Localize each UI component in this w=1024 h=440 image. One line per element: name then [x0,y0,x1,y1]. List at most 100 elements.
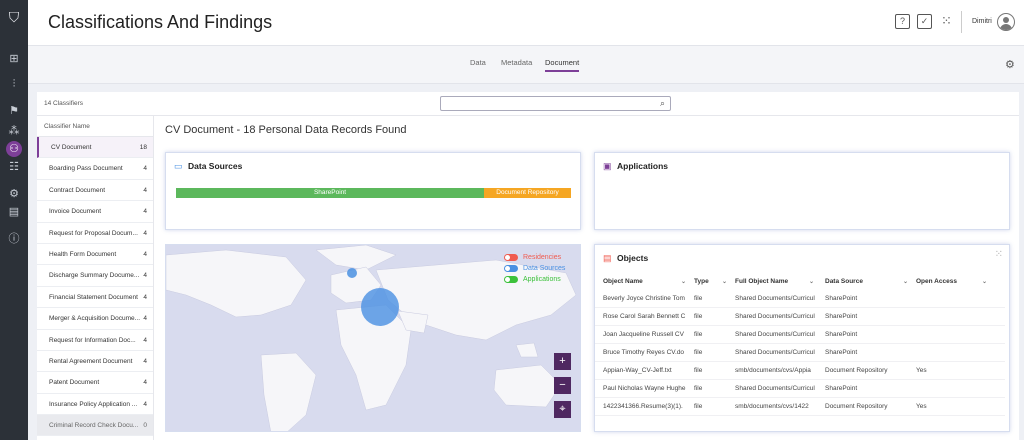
chevron-down-icon[interactable]: ⌄ [903,279,909,285]
chevron-down-icon[interactable]: ⌄ [722,279,728,285]
table-row[interactable]: 1422341366.Resume(3)(1). file smb/document… [595,398,1005,416]
main-panel: 14 Classifiers ⌕ Classifier Name CV Docu… [37,92,1019,440]
dashboard-icon[interactable]: ⊞ [9,53,19,65]
shield-logo-icon[interactable]: ⛉ [8,9,20,25]
table-cell: Document Repository [825,403,888,410]
toggle-icon[interactable] [504,275,518,283]
classifier-item[interactable]: Boarding Pass Document 4 [37,158,153,180]
table-cell: Shared Documents/Curricul [735,313,815,320]
user-name[interactable]: Dimitri [972,18,992,25]
classifier-item-count: 4 [143,400,147,408]
table-row[interactable]: Rose Carol Sarah Bennett C file Shared Doc… [595,308,1005,326]
tasks-icon[interactable]: ✓ [917,14,932,29]
classifier-item[interactable]: Patent Document 4 [37,372,153,394]
gear-icon[interactable]: ⚙ [1005,59,1015,71]
search-input[interactable]: ⌕ [440,96,671,111]
classifier-item-label: Financial Statement Document [49,293,138,301]
col-full-object-name[interactable]: Full Object Name [735,278,789,285]
table-row[interactable]: Beverly Joyce Christine Tom file Shared Do… [595,290,1005,308]
col-open-access[interactable]: Open Access [916,278,957,285]
window-icon: ▣ [603,161,612,171]
classifier-item[interactable]: Health Form Document 4 [37,244,153,266]
zoom-out-button[interactable]: − [554,377,571,394]
table-cell: file [694,367,703,374]
sharepoint-segment[interactable]: SharePoint [176,188,485,198]
tab-metadata[interactable]: Metadata [501,58,533,67]
classifier-item[interactable]: Request for Information Doc... 4 [37,330,153,351]
classifier-item-count: 4 [143,293,147,301]
tab-document[interactable]: Document [545,58,580,72]
table-cell: 1422341366.Resume(3)(1). [603,403,683,410]
database-icon[interactable]: ☷ [9,161,19,173]
classifier-item-count: 4 [143,186,147,194]
objects-title: Objects [617,253,649,263]
tab-data[interactable]: Data [470,58,486,67]
classifier-item-count: 0 [143,422,147,430]
map-marker-large[interactable] [361,288,399,326]
map-marker-small[interactable] [347,268,357,278]
classifier-item-count: 4 [143,379,147,387]
world-map-shapes [166,245,577,431]
network-icon[interactable]: ⁂ [8,125,20,137]
col-data-source[interactable]: Data Source [825,278,863,285]
classifier-item[interactable]: Criminal Record Check Docu... 0 [37,415,153,437]
classifier-item[interactable]: Rental Agreement Document 4 [37,351,153,373]
table-row[interactable]: Appian-Way_CV-Jeff.txt file smb/documents/… [595,362,1005,380]
toggle-icon[interactable] [504,253,518,261]
table-cell: file [694,403,703,410]
zoom-in-button[interactable]: + [554,353,571,370]
classifier-item[interactable]: Financial Statement Document 4 [37,287,153,309]
classifier-item-label: Insurance Policy Application ... [49,400,138,408]
crosshair-icon: ⌖ [559,403,566,415]
toggle-icon[interactable] [504,264,518,272]
classifier-item[interactable]: Invoice Document 4 [37,201,153,223]
info-icon[interactable]: ⓘ [8,233,20,245]
col-object-name[interactable]: Object Name [603,278,643,285]
flag-icon[interactable]: ⚑ [9,105,19,117]
document-icon: ▤ [603,253,612,263]
classifier-item-label: Health Form Document [49,250,117,258]
user-avatar-icon[interactable] [997,13,1015,31]
grid-menu-icon[interactable]: ⁙ [994,249,1003,260]
table-cell: file [694,313,703,320]
legend-applications[interactable]: Applications [504,274,565,284]
help-icon[interactable]: ? [895,14,910,29]
table-cell: file [694,295,703,302]
classifier-item[interactable]: Request for Proposal Docum... 4 [37,223,153,244]
table-row[interactable]: Bruce Timothy Reyes CV.do file Shared Docu… [595,344,1005,362]
recenter-button[interactable]: ⌖ [554,401,571,418]
classifier-item[interactable]: Contract Document 4 [37,180,153,202]
classification-icon[interactable]: ⚇ [6,141,22,157]
classifier-list-header: Classifier Name [37,116,153,137]
table-cell: Document Repository [825,367,888,374]
apps-grid-icon[interactable]: ⁙ [941,13,952,28]
search-icon[interactable]: ⌕ [659,98,665,108]
table-row[interactable]: Paul Nicholas Wayne Hughe file Shared Docu… [595,380,1005,398]
applications-card: ▣ Applications [594,152,1010,230]
world-map[interactable]: Residencies Data Sources Applications + … [165,244,581,432]
classifier-item-count: 18 [139,144,147,151]
classifier-item[interactable]: Insurance Policy Application ... 4 [37,394,153,416]
col-type[interactable]: Type [694,278,709,285]
table-cell: Shared Documents/Curricul [735,349,815,356]
settings-flow-icon[interactable]: ⚙ [9,188,19,200]
legend-residencies[interactable]: Residencies [504,252,565,262]
classifier-item-label: Boarding Pass Document [49,165,123,173]
clipboard-icon[interactable]: ▤ [8,206,20,218]
data-sources-card: ▭ Data Sources SharePoint Document Repos… [165,152,581,230]
chevron-down-icon[interactable]: ⌄ [982,279,988,285]
table-row[interactable]: Joan Jacqueline Russell CV file Shared Doc… [595,326,1005,344]
classifier-item-count: 4 [143,250,147,258]
legend-data-sources[interactable]: Data Sources [504,263,565,273]
classifier-item-label: CV Document [51,144,92,151]
classifier-item[interactable]: Discharge Summary Docume... 4 [37,265,153,287]
table-cell: SharePoint [825,331,858,338]
classifier-item[interactable]: CV Document 18 [37,137,153,159]
chevron-down-icon[interactable]: ⌄ [681,279,687,285]
document-repository-segment[interactable]: Document Repository [484,188,571,198]
classifier-item-count: 4 [143,165,147,173]
analytics-icon[interactable]: ⫶ [12,78,16,90]
chevron-down-icon[interactable]: ⌄ [809,279,815,285]
classifier-item-count: 4 [143,357,147,365]
classifier-item[interactable]: Merger & Acquisition Docume... 4 [37,308,153,330]
